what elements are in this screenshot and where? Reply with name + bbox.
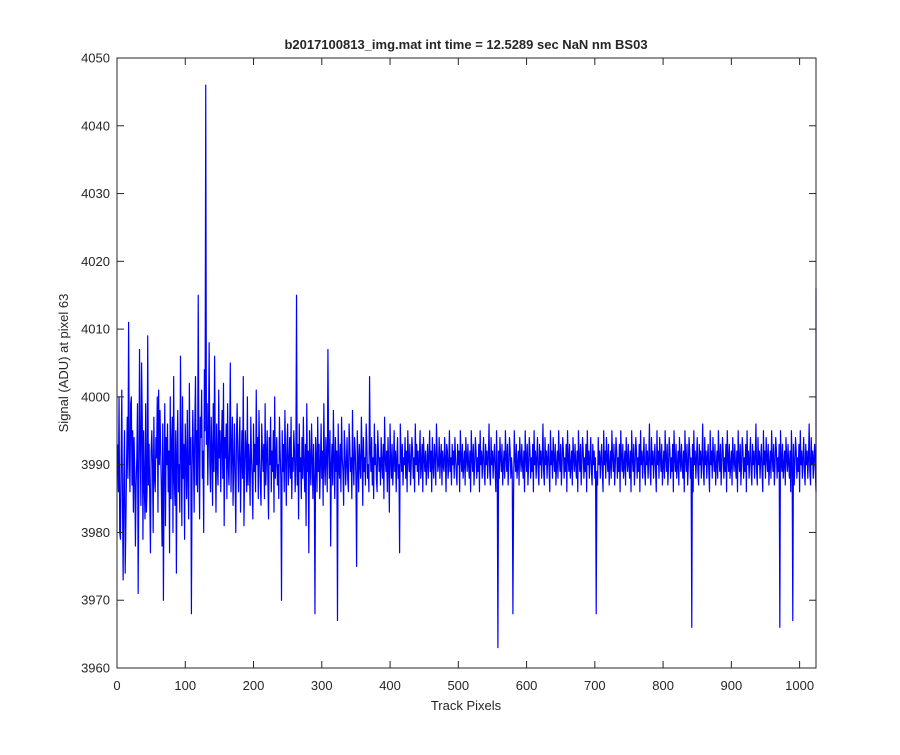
y-tick-label: 4000 [81, 389, 110, 404]
y-tick-label: 3980 [81, 525, 110, 540]
x-tick-label: 300 [311, 678, 333, 693]
x-tick-label: 0 [113, 678, 120, 693]
x-tick-label: 400 [379, 678, 401, 693]
x-tick-label: 700 [584, 678, 606, 693]
x-tick-label: 900 [721, 678, 743, 693]
y-tick-label: 4020 [81, 254, 110, 269]
x-tick-label: 800 [652, 678, 674, 693]
x-tick-label: 100 [174, 678, 196, 693]
x-tick-label: 200 [243, 678, 265, 693]
chart-title: b2017100813_img.mat int time = 12.5289 s… [284, 37, 647, 52]
series-line-0 [117, 84, 817, 649]
x-axis-label: Track Pixels [431, 698, 502, 713]
y-tick-label: 4030 [81, 186, 110, 201]
y-axis-label: Signal (ADU) at pixel 63 [56, 294, 71, 433]
y-tick-label: 3990 [81, 457, 110, 472]
data-layer [117, 84, 817, 649]
y-tick-label: 3960 [81, 661, 110, 676]
x-axis-ticks: 0 100 200 300 400 500 600 700 800 900 1000 [113, 58, 814, 693]
x-tick-label: 600 [516, 678, 538, 693]
plot-area [117, 58, 816, 668]
axes-box [116, 57, 817, 669]
y-tick-label: 3970 [81, 593, 110, 608]
y-tick-label: 4040 [81, 118, 110, 133]
x-tick-label: 500 [447, 678, 469, 693]
y-axis-ticks: 3960 3970 3980 3990 4000 4010 4020 4030 4040 4050 [81, 51, 816, 676]
x-tick-label: 1000 [785, 678, 814, 693]
y-tick-label: 4010 [81, 322, 110, 337]
y-tick-label: 4050 [81, 51, 110, 66]
